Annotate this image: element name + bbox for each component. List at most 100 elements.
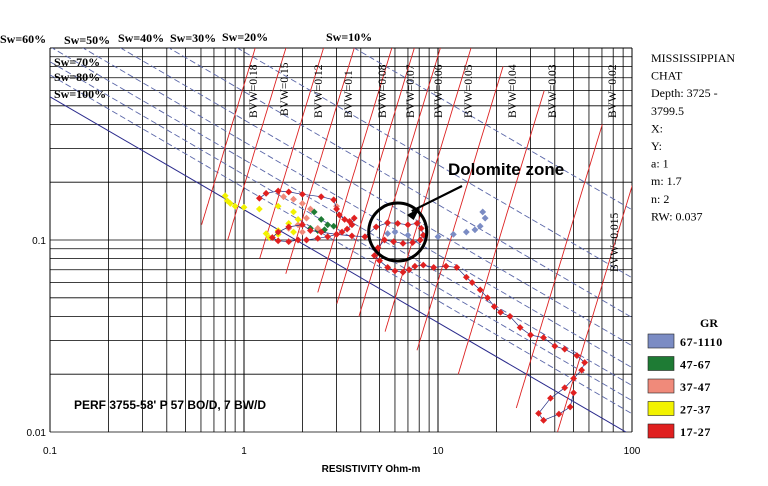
data-point <box>262 189 270 197</box>
legend-swatch <box>647 378 675 394</box>
data-point <box>294 236 302 244</box>
bvw-label: BVW=0.05 <box>463 64 475 118</box>
sw-line <box>119 48 632 347</box>
data-point <box>285 223 293 231</box>
sw-label: Sw=80% <box>54 70 100 84</box>
data-point <box>394 219 402 227</box>
bvw-line <box>384 48 472 332</box>
data-point <box>231 202 239 210</box>
data-point <box>462 228 470 236</box>
data-point <box>290 195 298 203</box>
bvw-line <box>457 90 545 375</box>
x-tick-label: 1 <box>241 446 247 457</box>
data-point <box>581 359 589 367</box>
data-point <box>471 226 479 234</box>
data-point <box>306 205 314 213</box>
data-point <box>573 352 581 360</box>
info-line: Depth: 3725 - <box>651 86 718 100</box>
legend-label: 47-67 <box>680 358 711 372</box>
data-point <box>481 214 489 222</box>
sw-line <box>50 96 627 432</box>
data-point <box>566 403 574 411</box>
data-series <box>221 187 589 424</box>
data-point <box>335 211 343 219</box>
bvw-label: BVW=0.015 <box>609 213 621 272</box>
bvw-line <box>515 124 603 409</box>
data-point <box>223 197 231 205</box>
annotations: Dolomite zone PERF 3755-58' P 57 BO/D, 7 … <box>74 160 564 412</box>
perf-annotation: PERF 3755-58' P 57 BO/D, 7 BW/D <box>74 398 266 412</box>
legend-label: 67-1110 <box>680 335 723 349</box>
bvw-label: BVW=0.1 <box>343 70 355 118</box>
data-point <box>546 394 554 402</box>
x-tick-label: 0.1 <box>43 446 57 457</box>
sw-label: Sw=40% <box>118 31 164 45</box>
data-point <box>540 334 548 342</box>
data-point <box>535 409 543 417</box>
info-line: RW: 0.037 <box>651 209 703 223</box>
info-line: MISSISSIPPIAN <box>651 51 735 65</box>
data-point <box>255 194 263 202</box>
legend-label: 27-37 <box>680 403 711 417</box>
data-point <box>280 193 288 201</box>
data-point <box>384 219 392 227</box>
data-point <box>348 221 356 229</box>
legend-swatch <box>647 333 675 349</box>
data-point <box>405 266 413 274</box>
data-point <box>430 263 438 271</box>
data-point <box>551 342 559 350</box>
data-point <box>479 208 487 216</box>
data-point <box>476 222 484 230</box>
bvw-line <box>317 48 393 293</box>
log-grid <box>49 47 633 433</box>
data-point <box>303 214 310 222</box>
info-line: m: 1.7 <box>651 174 682 188</box>
data-point <box>391 267 399 275</box>
data-point <box>240 203 248 211</box>
data-point <box>404 231 412 239</box>
bvw-line <box>336 48 415 304</box>
data-point <box>341 215 349 223</box>
data-point <box>298 199 306 207</box>
data-point <box>372 223 380 231</box>
bvw-label: BVW=0.04 <box>507 64 519 118</box>
data-point <box>453 263 461 271</box>
sw-label: Sw=70% <box>54 55 100 69</box>
data-point <box>561 384 569 392</box>
data-point <box>561 345 569 353</box>
data-point <box>570 374 578 382</box>
legend-label: 37-47 <box>680 380 711 394</box>
sw-label: Sw=30% <box>170 31 216 45</box>
x-axis-label: RESISTIVITY Ohm-m <box>322 464 421 475</box>
legend-swatch <box>647 401 675 416</box>
sw-line <box>82 48 632 368</box>
data-point <box>449 230 457 238</box>
data-point <box>409 239 417 247</box>
data-point <box>226 199 234 207</box>
dolomite-arrow-head <box>406 208 420 221</box>
data-point <box>413 219 421 227</box>
bvw-line <box>358 48 441 317</box>
x-tick-label: 100 <box>624 446 641 457</box>
bvw-line <box>285 48 355 274</box>
data-point <box>294 215 302 223</box>
data-point <box>298 228 306 236</box>
bvw-label: BVW=0.07 <box>405 64 417 118</box>
data-point <box>416 236 424 244</box>
x-tick-label: 10 <box>432 446 444 457</box>
data-point <box>361 233 369 241</box>
data-point <box>516 324 524 332</box>
curve-labels: Sw=60% Sw=50% Sw=40% Sw=30% Sw=20% Sw=10% Sw=7… <box>0 30 621 272</box>
data-point <box>290 208 298 216</box>
y-tick-label: 0.1 <box>32 236 46 247</box>
data-point <box>527 331 535 339</box>
data-point <box>285 188 293 196</box>
sw-label: Sw=100% <box>54 87 106 101</box>
data-point <box>434 233 442 241</box>
data-point <box>330 196 338 204</box>
data-point <box>381 236 388 244</box>
data-point <box>555 410 563 418</box>
data-point <box>324 233 332 241</box>
data-point <box>221 192 229 200</box>
data-point <box>314 234 322 242</box>
